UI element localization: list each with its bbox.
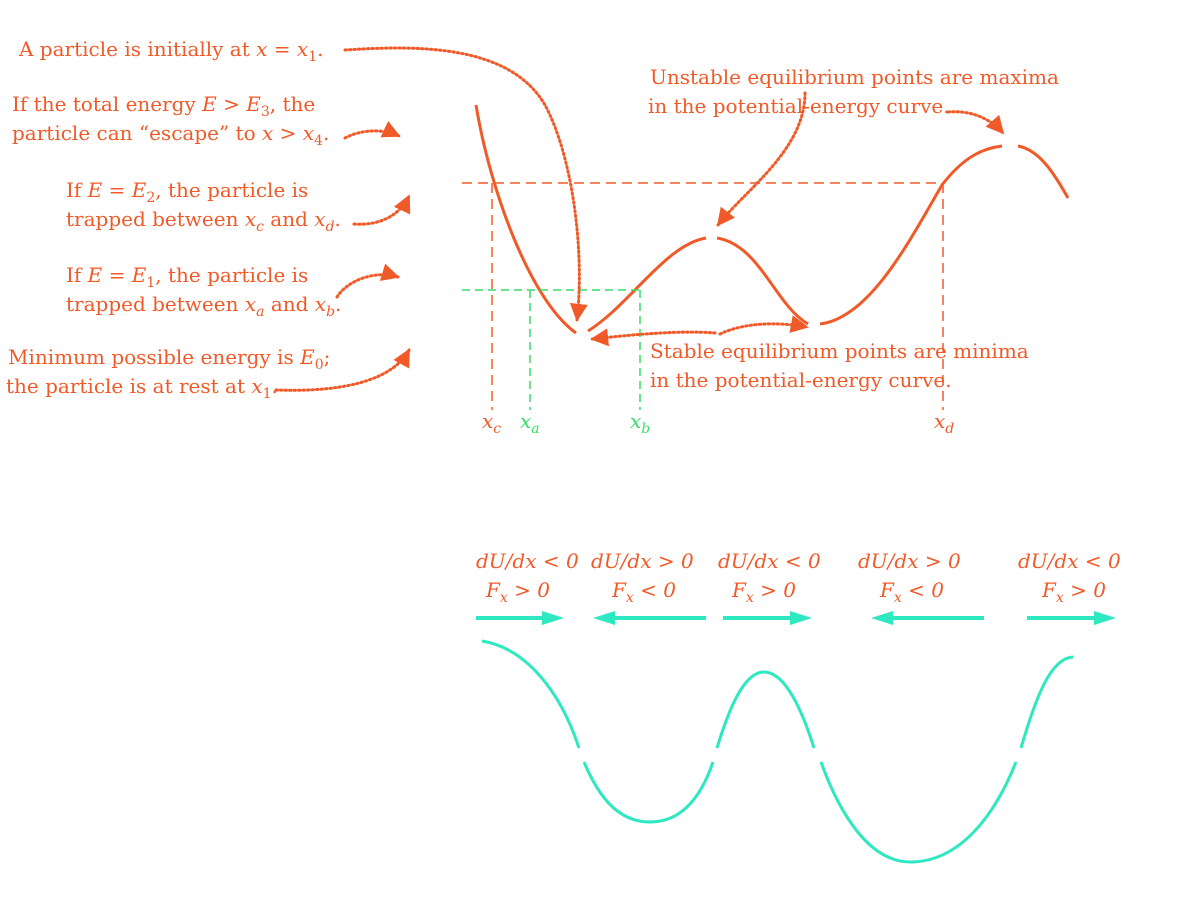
annotation-stable-line2: in the potential-energy curve. — [650, 368, 952, 392]
arrow-initial-to-x1 — [343, 46, 588, 322]
xb-label: xb — [630, 409, 650, 437]
annotation-unstable-line2: in the potential-energy curve. — [648, 94, 950, 118]
lower-curve-seg-2 — [582, 761, 715, 824]
force-label-4: Fx < 0 — [879, 578, 944, 606]
annotation-e2-line2: trapped between xc and xd. — [66, 207, 341, 235]
derivative-label-5: dU/dx < 0 — [1018, 549, 1121, 573]
axis-labels: xc xa xb xd — [482, 409, 954, 437]
potential-energy-curve — [474, 104, 1070, 335]
lower-curve-seg-5 — [1019, 655, 1074, 749]
pointer-arrows — [274, 46, 1005, 392]
annotation-e2-line1: If E = E2, the particle is — [66, 178, 308, 206]
derivative-label-2: dU/dx > 0 — [591, 549, 694, 573]
annotation-escape-line2: particle can “escape” to x > x4. — [12, 121, 329, 149]
force-region-2: dU/dx > 0 Fx < 0 — [591, 549, 694, 606]
xd-label: xd — [934, 409, 954, 437]
arrow-e1 — [335, 263, 400, 299]
force-arrow-left-2 — [593, 611, 706, 625]
energy-levels — [462, 182, 944, 410]
arrow-stable-left — [590, 328, 717, 347]
force-arrow-right-5 — [1027, 611, 1116, 625]
force-region-1: dU/dx < 0 Fx > 0 — [476, 549, 579, 606]
annotation-stable-line1: Stable equilibrium points are minima — [650, 339, 1029, 363]
arrow-stable-right — [718, 315, 809, 336]
force-arrow-right-3 — [723, 611, 812, 625]
curve-first-max-to-second-well — [716, 236, 809, 326]
force-region-5: dU/dx < 0 Fx > 0 — [1018, 549, 1121, 606]
arrow-escape — [343, 120, 401, 140]
arrow-unstable-left — [716, 91, 807, 227]
derivative-label-4: dU/dx > 0 — [858, 549, 961, 573]
arrow-unstable-right — [946, 110, 1005, 135]
left-annotations: A particle is initially at x = x1. If th… — [6, 37, 341, 402]
force-region-4: dU/dx > 0 Fx < 0 — [858, 549, 961, 606]
force-label-5: Fx > 0 — [1041, 578, 1106, 606]
annotation-unstable-line1: Unstable equilibrium points are maxima — [650, 65, 1059, 89]
right-annotations: Unstable equilibrium points are maxima i… — [648, 65, 1059, 392]
force-region-3: dU/dx < 0 Fx > 0 — [718, 549, 821, 606]
arrow-e0 — [274, 348, 411, 392]
force-arrow-right-1 — [476, 611, 564, 625]
force-label-2: Fx < 0 — [611, 578, 676, 606]
xc-label: xc — [482, 409, 501, 437]
force-label-3: Fx > 0 — [731, 578, 796, 606]
xa-label: xa — [520, 409, 540, 437]
lower-curve-seg-1 — [481, 639, 581, 749]
annotation-initial: A particle is initially at x = x1. — [18, 37, 323, 65]
derivative-label-3: dU/dx < 0 — [718, 549, 821, 573]
arrow-e2 — [352, 194, 411, 226]
annotation-e1-line1: If E = E1, the particle is — [66, 263, 308, 291]
force-arrows — [476, 611, 1116, 625]
annotation-e1-line2: trapped between xa and xb. — [66, 292, 341, 320]
lower-curve-seg-4 — [819, 761, 1018, 864]
lower-curve — [481, 639, 1074, 864]
annotation-e0-line1: Minimum possible energy is E0; — [8, 345, 330, 373]
force-arrow-left-4 — [871, 611, 984, 625]
derivative-label-1: dU/dx < 0 — [476, 549, 579, 573]
force-regions: dU/dx < 0 Fx > 0 dU/dx > 0 Fx < 0 dU/dx … — [476, 549, 1121, 606]
annotation-e0-line2: the particle is at rest at x1. — [6, 374, 278, 402]
curve-first-well-to-max — [587, 236, 707, 333]
curve-left-branch — [474, 104, 577, 335]
curve-right-branch — [1017, 144, 1070, 199]
lower-curve-seg-3 — [715, 670, 816, 749]
force-label-1: Fx > 0 — [485, 578, 550, 606]
annotation-escape-line1: If the total energy E > E3, the — [12, 92, 315, 120]
curve-second-well-to-peak — [819, 144, 1003, 326]
